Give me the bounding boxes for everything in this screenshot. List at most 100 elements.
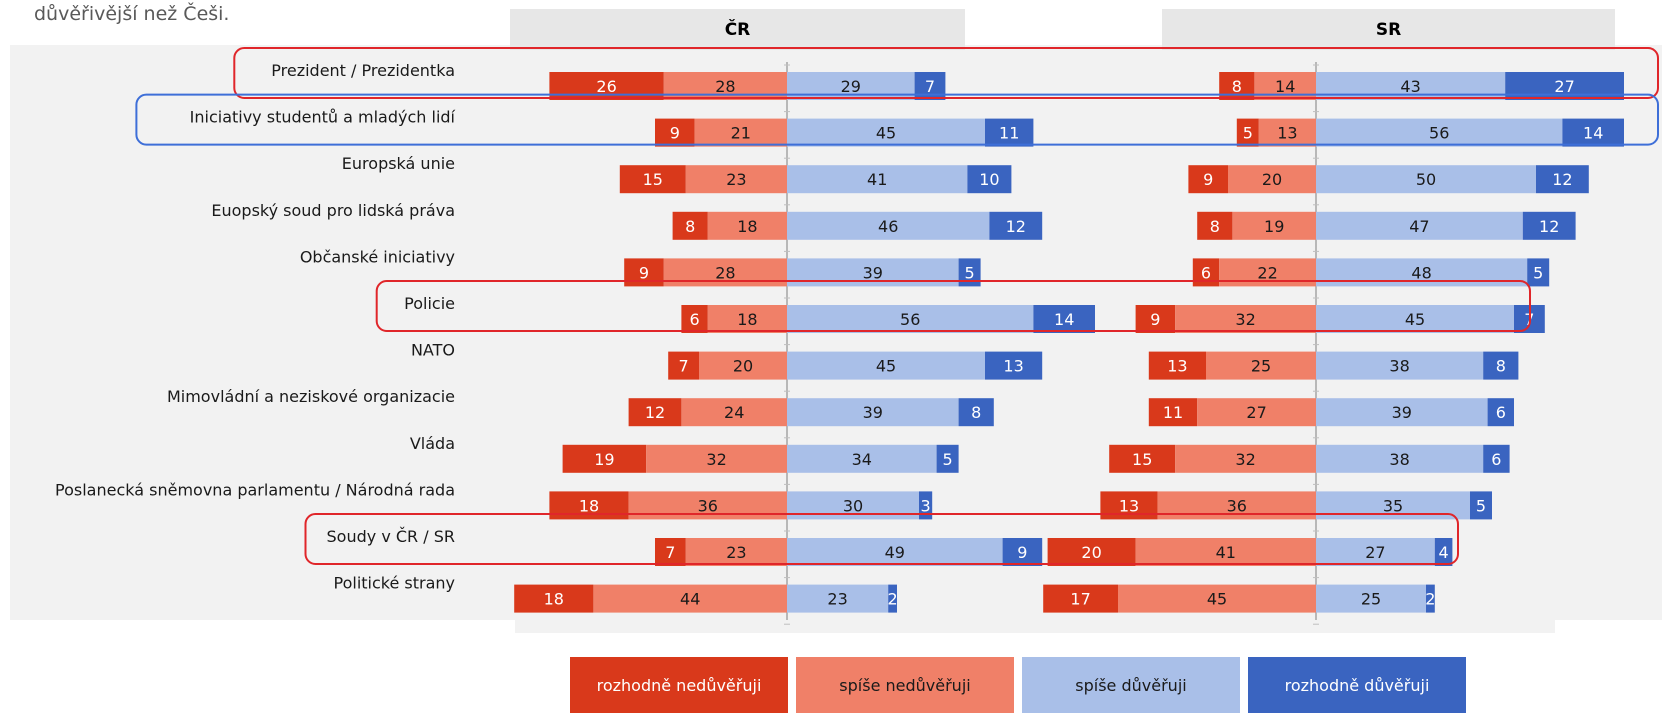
data-label: 8 bbox=[1210, 217, 1220, 236]
data-label: 18 bbox=[737, 217, 757, 236]
legend-def-distrust: rozhodně nedůvěřuji bbox=[570, 657, 788, 713]
highlight-frame bbox=[233, 47, 1659, 99]
data-label: 13 bbox=[1277, 124, 1297, 143]
bar-segment bbox=[787, 398, 959, 427]
bar-segment bbox=[1527, 258, 1550, 287]
data-label: 27 bbox=[1365, 543, 1385, 562]
highlight-frame bbox=[135, 93, 1659, 146]
data-label: 28 bbox=[715, 263, 735, 282]
bar-segment bbox=[1109, 444, 1176, 473]
data-label: 32 bbox=[1235, 310, 1255, 329]
data-label: 32 bbox=[706, 450, 726, 469]
data-label: 13 bbox=[1003, 357, 1023, 376]
bar-segment bbox=[1197, 211, 1233, 240]
data-label: 7 bbox=[925, 77, 935, 96]
category-label: NATO bbox=[411, 341, 455, 360]
data-label: 12 bbox=[1552, 170, 1572, 189]
data-label: 5 bbox=[943, 450, 953, 469]
data-label: 20 bbox=[1262, 170, 1282, 189]
data-label: 39 bbox=[863, 403, 883, 422]
bar-segment bbox=[685, 165, 787, 194]
bar-segment bbox=[1316, 351, 1484, 380]
bar-segment bbox=[672, 211, 708, 240]
data-label: 44 bbox=[680, 590, 700, 609]
bar-segment bbox=[1002, 538, 1043, 566]
legend-def-trust: rozhodně důvěřuji bbox=[1248, 657, 1466, 713]
data-label: 14 bbox=[1275, 77, 1295, 96]
data-label: 45 bbox=[876, 124, 896, 143]
data-label: 13 bbox=[1119, 496, 1139, 515]
data-label: 5 bbox=[1533, 263, 1543, 282]
bar-segment bbox=[628, 398, 682, 427]
data-label: 4 bbox=[1439, 543, 1449, 562]
data-label: 5 bbox=[1476, 496, 1486, 515]
bar-segment bbox=[1033, 305, 1095, 333]
bar-segment bbox=[1047, 538, 1136, 566]
data-label: 7 bbox=[679, 357, 689, 376]
data-label: 26 bbox=[596, 77, 616, 96]
data-label: 11 bbox=[999, 124, 1019, 143]
bar-segment bbox=[685, 538, 787, 566]
data-label: 25 bbox=[1251, 357, 1271, 376]
category-label: Iniciativy studentů a mladých lidí bbox=[190, 108, 456, 127]
data-label: 12 bbox=[645, 403, 665, 422]
bar-segment bbox=[699, 351, 787, 380]
bar-segment bbox=[1135, 305, 1176, 333]
legend-rather-trust: spíše důvěřuji bbox=[1022, 657, 1240, 713]
data-label: 5 bbox=[965, 263, 975, 282]
data-label: 2 bbox=[888, 590, 898, 609]
category-label: Vláda bbox=[410, 434, 455, 453]
bar-segment bbox=[787, 211, 990, 240]
bar-segment bbox=[514, 584, 594, 613]
bar-segment bbox=[1536, 165, 1589, 194]
bar-segment bbox=[1228, 165, 1316, 194]
bar-segment bbox=[1206, 351, 1316, 380]
bar-segment bbox=[989, 211, 1043, 240]
bar-segment bbox=[694, 118, 787, 147]
bar-segment bbox=[1232, 211, 1316, 240]
data-label: 6 bbox=[1496, 403, 1506, 422]
bar-segment bbox=[593, 584, 787, 613]
data-label: 9 bbox=[639, 263, 649, 282]
bar-segment bbox=[1135, 538, 1316, 566]
bar-segment bbox=[985, 118, 1034, 147]
data-label: 19 bbox=[594, 450, 614, 469]
bar-segment bbox=[787, 351, 985, 380]
data-label: 23 bbox=[726, 170, 746, 189]
data-label: 36 bbox=[698, 496, 718, 515]
data-label: 14 bbox=[1054, 310, 1074, 329]
data-label: 18 bbox=[579, 496, 599, 515]
bar-segment bbox=[681, 305, 708, 333]
category-label: Prezident / Prezidentka bbox=[271, 61, 455, 80]
bar-segment bbox=[1316, 584, 1426, 613]
data-label: 18 bbox=[544, 590, 564, 609]
data-label: 46 bbox=[878, 217, 898, 236]
data-label: 18 bbox=[737, 310, 757, 329]
bar-segment bbox=[1483, 351, 1519, 380]
data-label: 34 bbox=[852, 450, 872, 469]
data-label: 9 bbox=[1203, 170, 1213, 189]
data-label: 19 bbox=[1264, 217, 1284, 236]
bar-segment bbox=[1562, 118, 1624, 147]
bar-segment bbox=[655, 118, 695, 147]
category-label: Europská unie bbox=[342, 154, 455, 173]
bar-segment bbox=[1522, 211, 1576, 240]
bar-segment bbox=[787, 584, 889, 613]
bar-segment bbox=[888, 584, 897, 613]
bar-segment bbox=[1175, 444, 1316, 473]
data-label: 56 bbox=[900, 310, 920, 329]
data-label: 49 bbox=[885, 543, 905, 562]
bar-segment bbox=[1316, 165, 1536, 194]
legend-rather-distrust: spíše nedůvěřuji bbox=[796, 657, 1014, 713]
data-label: 41 bbox=[867, 170, 887, 189]
data-label: 17 bbox=[1070, 590, 1090, 609]
category-label: Mimovládní a neziskové organizacie bbox=[167, 387, 455, 406]
data-label: 3 bbox=[921, 496, 931, 515]
data-label: 21 bbox=[731, 124, 751, 143]
bar-segment bbox=[681, 398, 787, 427]
data-label: 7 bbox=[665, 543, 675, 562]
data-label: 45 bbox=[1207, 590, 1227, 609]
bar-segment bbox=[1316, 118, 1563, 147]
data-label: 56 bbox=[1429, 124, 1449, 143]
